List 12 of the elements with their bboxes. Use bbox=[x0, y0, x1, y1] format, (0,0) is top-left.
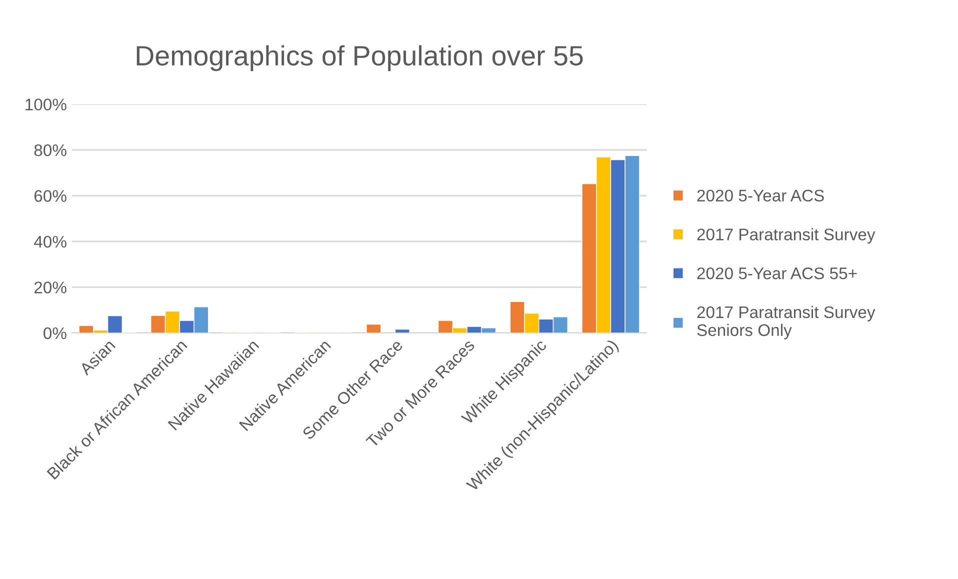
y-tick-label: 80% bbox=[34, 144, 66, 156]
y-tick-label: 20% bbox=[34, 282, 66, 294]
bar bbox=[366, 324, 382, 333]
legend-label: 2017 Paratransit Survey bbox=[697, 228, 876, 244]
legend-label: 2020 5-Year ACS bbox=[697, 190, 824, 202]
legend-label: 2017 Paratransit Survey Seniors Only bbox=[697, 306, 876, 340]
y-tick-label: 100% bbox=[26, 98, 66, 110]
y-tick-label: 40% bbox=[34, 236, 66, 248]
y-tick-label: 0% bbox=[44, 327, 66, 340]
chart-title: Demographics of Population over 55 bbox=[136, 45, 583, 72]
y-tick-label: 60% bbox=[34, 190, 66, 202]
legend-label: 2020 5-Year ACS 55+ bbox=[697, 267, 857, 280]
